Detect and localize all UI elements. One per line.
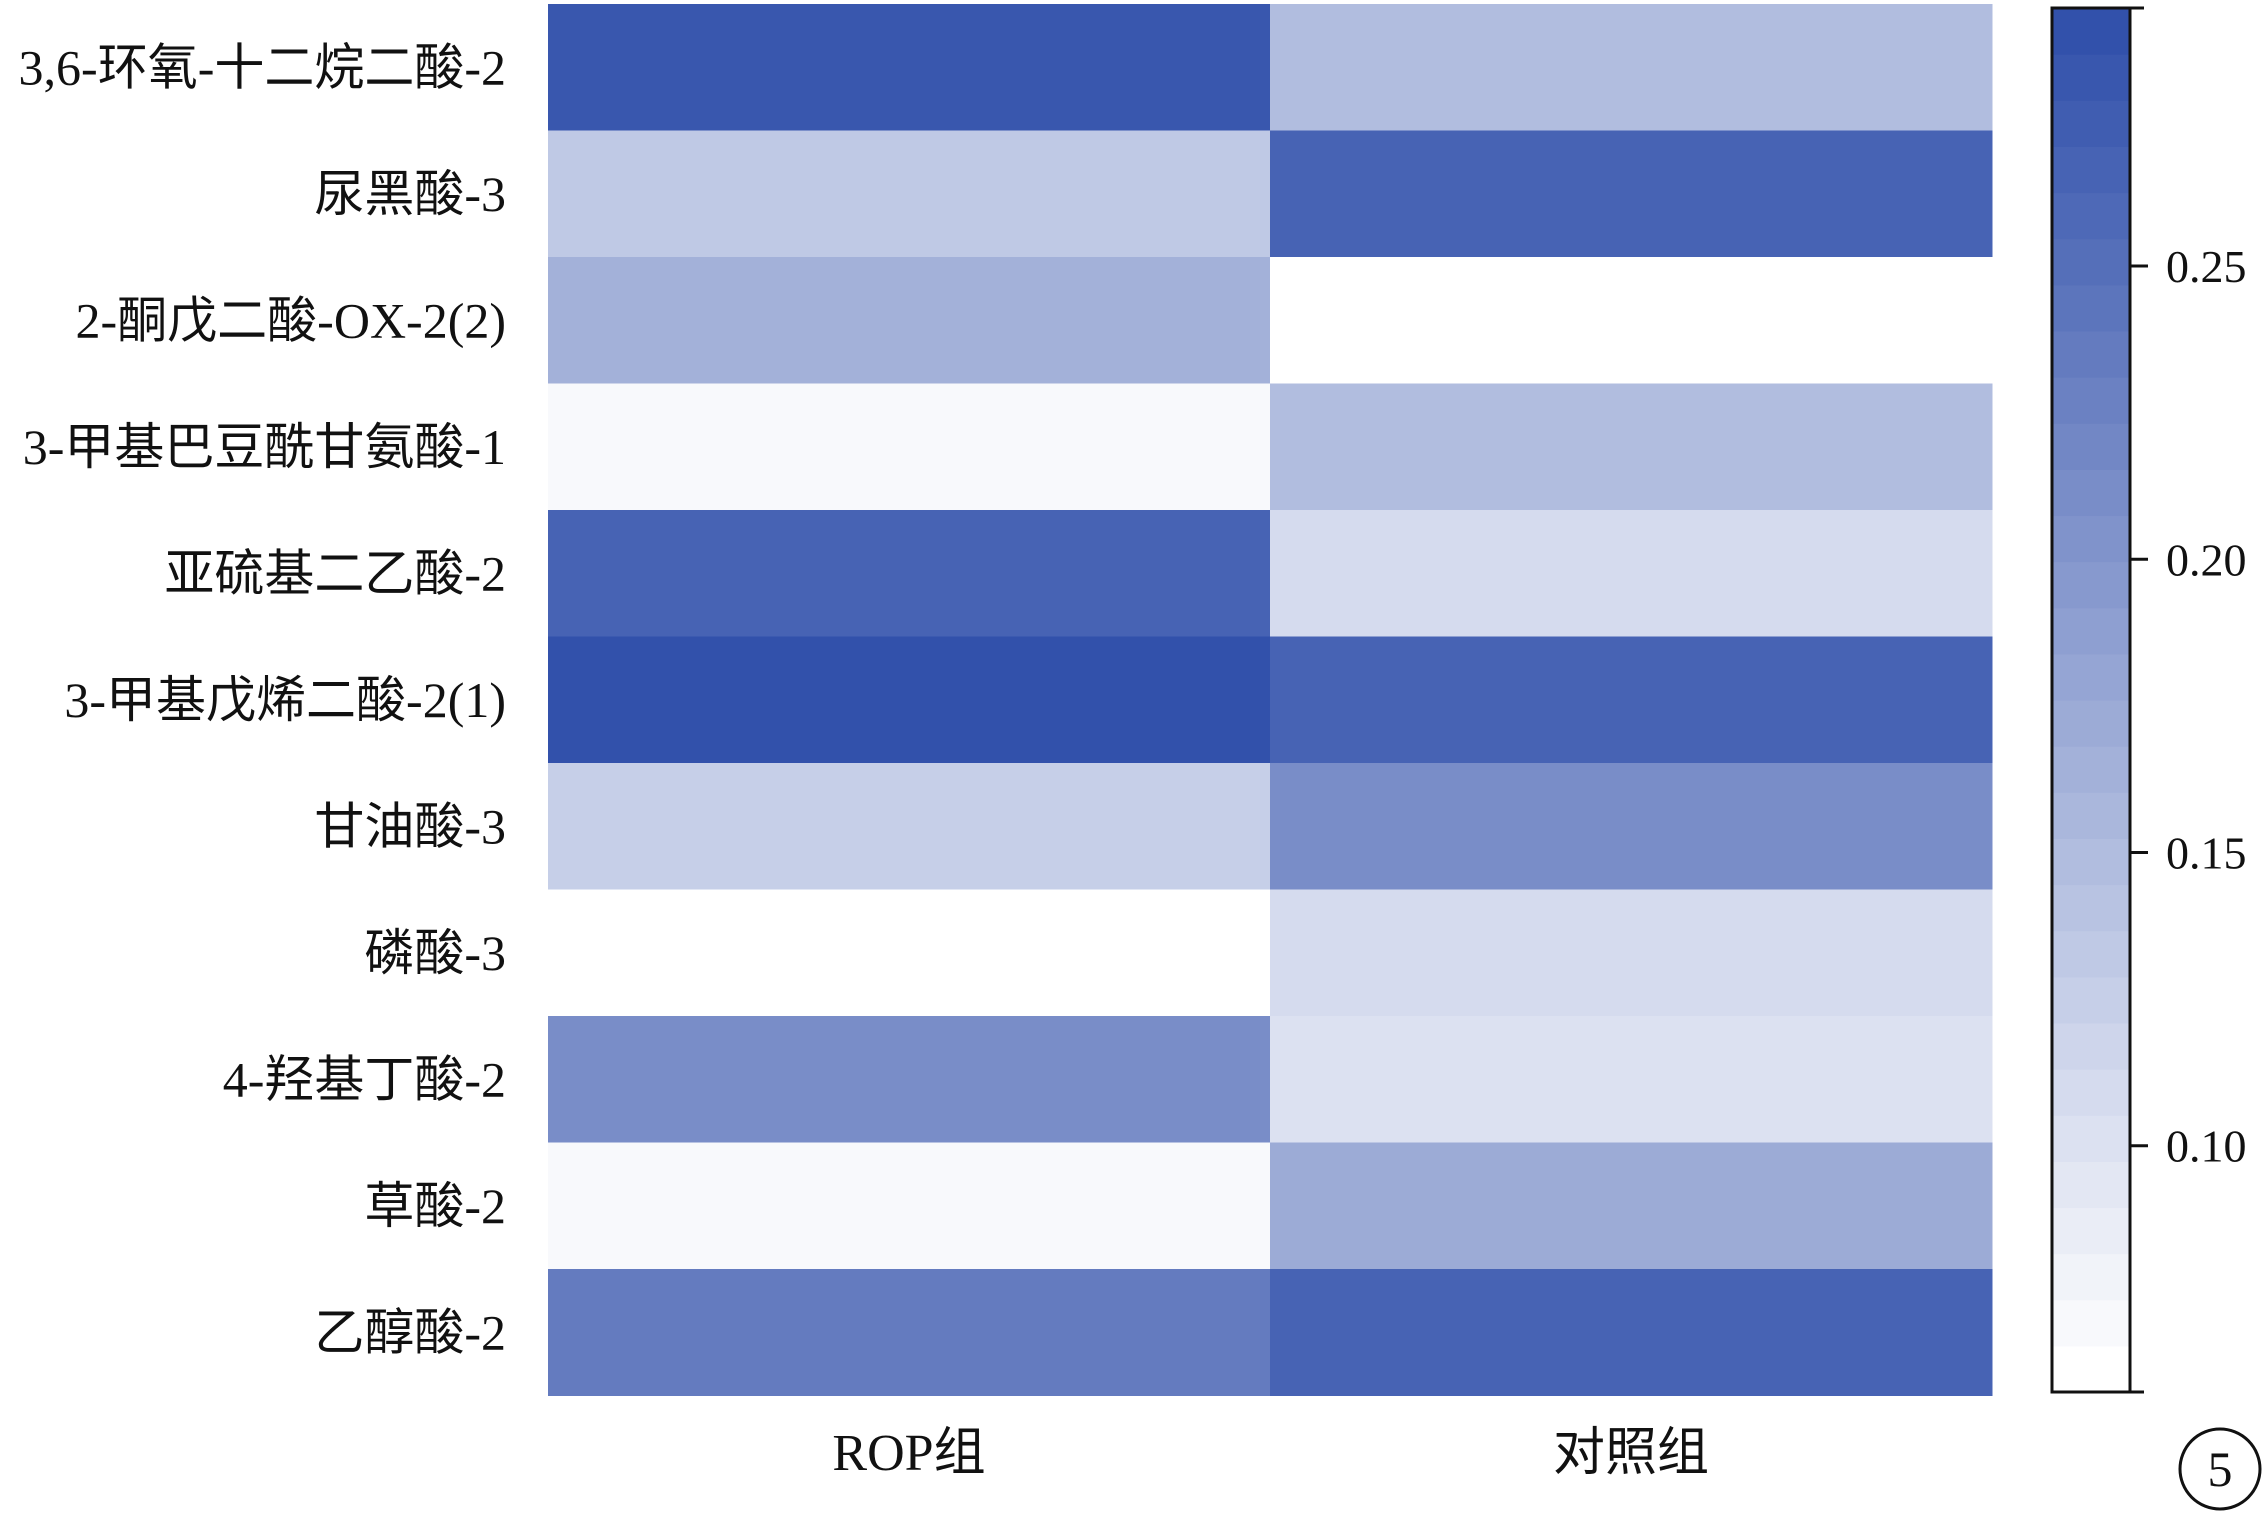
colorbar-step [2052,1345,2130,1393]
row-label: 磷酸-3 [364,925,506,981]
colorbar-step [2052,1253,2130,1301]
colorbar-tick-label: 0.15 [2166,827,2247,878]
colorbar-step [2052,700,2130,747]
colorbar-step [2052,561,2130,609]
colorbar-step [2052,330,2130,378]
colorbar-step [2052,377,2130,424]
row-label: 3,6-环氧-十二烷二酸-2 [19,39,506,95]
heatmap-cell [548,257,1271,384]
heatmap-cell [548,1142,1271,1270]
row-label: 亚硫基二乙酸-2 [164,545,506,601]
colorbar-tick-label: 0.20 [2166,534,2247,585]
heatmap-cell [548,1269,1271,1396]
colorbar-step [2052,423,2130,470]
heatmap-cell [548,130,1271,258]
row-labels: 3,6-环氧-十二烷二酸-2 尿黑酸-3 2-酮戊二酸-OX-2(2) 3-甲基巴豆酰… [19,39,506,1360]
colorbar-step [2052,238,2130,286]
colorbar-tick-label: 0.25 [2166,241,2247,292]
colorbar-step [2052,792,2130,839]
colorbar-step [2052,146,2130,194]
heatmap-cell [1270,889,1993,1017]
colorbar-step [2052,838,2130,886]
heatmap-cell [1270,510,1993,637]
heatmap-cell [548,510,1271,637]
row-label: 4-羟基丁酸-2 [223,1051,506,1107]
heatmap-cell [1270,383,1993,511]
colorbar-step [2052,100,2130,147]
colorbar-step [2052,884,2130,932]
figure-badge-text: 5 [2208,1441,2233,1497]
colorbar-step [2052,1115,2130,1162]
row-label: 2-酮戊二酸-OX-2(2) [76,292,506,348]
column-labels: ROP组 对照组 [832,1425,1709,1482]
heatmap-cell [1270,130,1993,258]
colorbar-step [2052,607,2130,655]
row-label: 乙醇酸-2 [314,1304,506,1360]
figure-badge-circle [2178,1427,2262,1511]
heatmap-cell [1270,1016,1993,1143]
heatmap-cell [1270,763,1993,890]
column-label: ROP组 [832,1425,985,1482]
heatmap-cell [548,636,1271,764]
colorbar-step [2052,1022,2130,1070]
row-label: 草酸-2 [364,1178,506,1234]
row-label: 甘油酸-3 [314,798,506,854]
colorbar-step [2052,930,2130,978]
colorbar-step [2052,284,2130,332]
row-label: 3-甲基戊烯二酸-2(1) [64,672,506,728]
heatmap-cell [548,889,1271,1017]
heatmap-cell [548,4,1271,131]
colorbar-tick-label: 0.10 [2166,1121,2247,1172]
colorbar-step [2052,515,2130,563]
colorbar-step [2052,653,2130,701]
heatmap-cell [548,763,1271,890]
heatmap-cell [548,383,1271,511]
heatmap-cells [548,4,1993,1396]
heatmap-cell [1270,636,1993,764]
heatmap-cell [1270,1269,1993,1396]
colorbar-step [2052,746,2130,793]
colorbar-step [2052,8,2130,55]
figure-badge: 5 [2178,1427,2262,1511]
colorbar: 0.10 0.15 0.20 0.25 [2050,6,2247,1394]
colorbar-step [2052,1069,2130,1116]
colorbar-step [2052,976,2130,1024]
heatmap-cell [548,1016,1271,1143]
heatmap-cell [1270,1142,1993,1270]
column-label: 对照组 [1553,1425,1709,1482]
heatmap-cell [1270,4,1993,131]
row-label: 3-甲基巴豆酰甘氨酸-1 [23,419,506,475]
colorbar-frame [2050,6,2132,1394]
colorbar-step [2052,1207,2130,1255]
heatmap-cell [1270,257,1993,384]
colorbar-step [2052,1299,2130,1347]
row-label: 尿黑酸-3 [314,166,506,222]
colorbar-step [2052,54,2130,101]
colorbar-step [2052,1161,2130,1209]
colorbar-step [2052,469,2130,517]
colorbar-step [2052,192,2130,240]
